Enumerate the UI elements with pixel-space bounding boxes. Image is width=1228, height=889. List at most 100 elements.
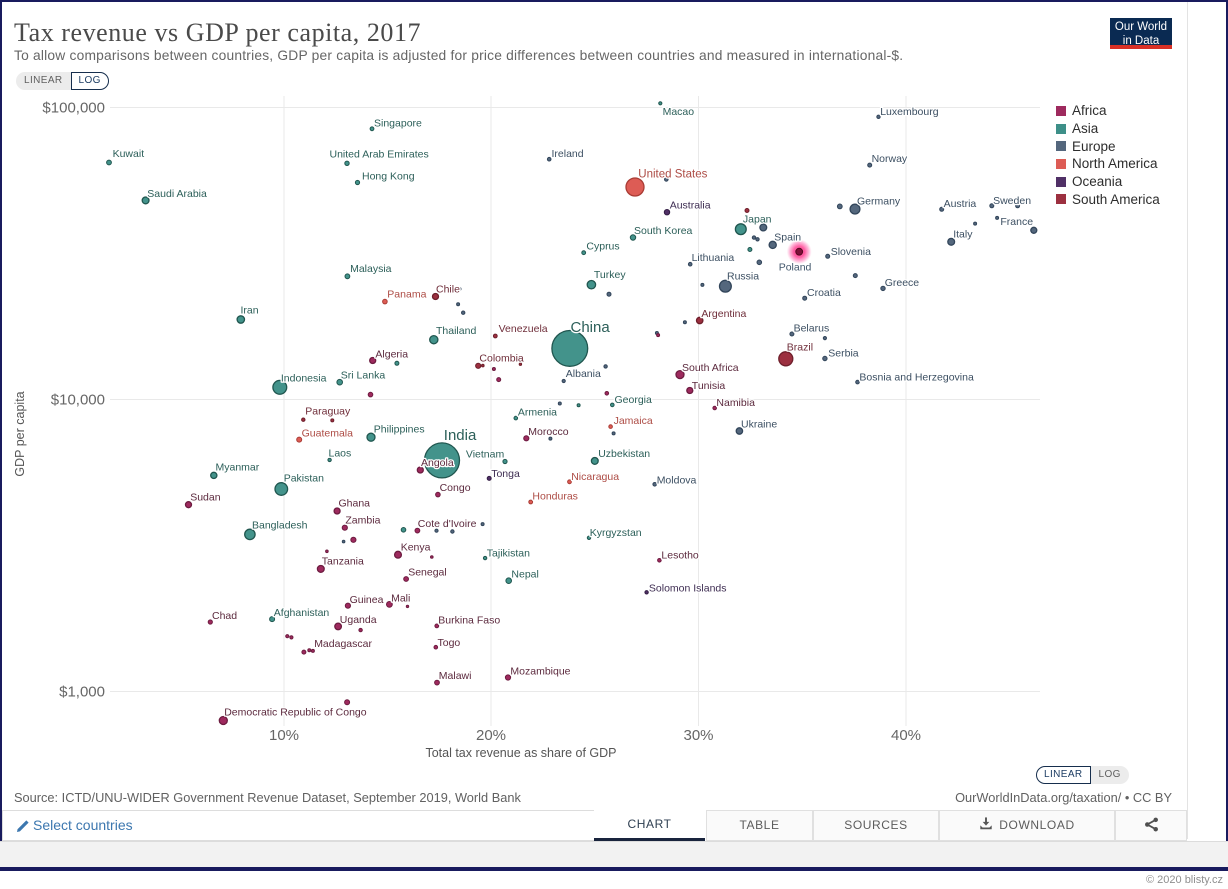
svg-text:South Korea: South Korea [634, 225, 693, 237]
svg-text:Germany: Germany [857, 195, 901, 207]
svg-text:Serbia: Serbia [828, 348, 859, 360]
svg-text:Paraguay: Paraguay [305, 405, 351, 417]
svg-text:Venezuela: Venezuela [499, 323, 548, 335]
svg-text:Honduras: Honduras [532, 491, 578, 503]
svg-text:Burkina Faso: Burkina Faso [438, 614, 500, 626]
svg-text:Slovenia: Slovenia [831, 246, 871, 258]
svg-text:Sri Lanka: Sri Lanka [341, 369, 386, 381]
svg-text:GDP per capita: GDP per capita [13, 391, 27, 476]
svg-text:Congo: Congo [440, 482, 471, 494]
svg-text:Croatia: Croatia [807, 287, 841, 299]
svg-text:40%: 40% [891, 727, 921, 744]
svg-text:Saudi Arabia: Saudi Arabia [147, 188, 207, 200]
svg-text:Spain: Spain [774, 232, 801, 244]
svg-text:Mali: Mali [391, 592, 410, 604]
svg-text:South Africa: South Africa [682, 362, 739, 374]
svg-text:20%: 20% [476, 727, 506, 744]
svg-text:Morocco: Morocco [528, 426, 568, 438]
svg-text:Poland: Poland [779, 261, 812, 273]
svg-text:Cote d'Ivoire: Cote d'Ivoire [418, 518, 477, 530]
svg-text:$10,000: $10,000 [51, 392, 105, 409]
svg-text:$100,000: $100,000 [42, 100, 105, 117]
svg-text:Pakistan: Pakistan [284, 473, 324, 485]
svg-text:Kenya: Kenya [401, 542, 431, 554]
svg-text:Nepal: Nepal [511, 569, 538, 581]
svg-text:Russia: Russia [727, 270, 759, 282]
svg-text:Togo: Togo [438, 637, 461, 649]
svg-text:Iran: Iran [241, 305, 259, 317]
svg-text:India: India [444, 427, 477, 444]
svg-text:Armenia: Armenia [518, 406, 557, 418]
svg-text:Democratic Republic of Congo: Democratic Republic of Congo [224, 707, 367, 719]
svg-text:Belarus: Belarus [794, 323, 830, 335]
svg-text:Vietnam: Vietnam [466, 449, 505, 461]
svg-text:Ireland: Ireland [552, 148, 584, 160]
svg-text:Angola: Angola [421, 457, 454, 469]
svg-text:Sudan: Sudan [190, 492, 221, 504]
svg-text:Total tax revenue as share of: Total tax revenue as share of GDP [425, 746, 616, 760]
svg-text:Tajikistan: Tajikistan [487, 548, 530, 560]
svg-text:Chad: Chad [212, 610, 237, 622]
svg-text:France: France [1000, 216, 1033, 228]
svg-text:Guinea: Guinea [350, 594, 384, 606]
svg-text:$1,000: $1,000 [59, 684, 105, 701]
svg-text:Panama: Panama [387, 288, 426, 300]
svg-text:China: China [571, 319, 611, 336]
svg-text:Australia: Australia [670, 200, 711, 212]
svg-text:Madagascar: Madagascar [314, 638, 372, 650]
svg-text:United Arab Emirates: United Arab Emirates [330, 149, 429, 161]
svg-text:United States: United States [638, 168, 707, 180]
svg-text:Bosnia and Herzegovina: Bosnia and Herzegovina [859, 371, 974, 383]
svg-text:Argentina: Argentina [701, 308, 746, 320]
svg-text:10%: 10% [269, 727, 299, 744]
svg-text:Italy: Italy [953, 228, 973, 240]
svg-text:Uganda: Uganda [340, 614, 377, 626]
svg-text:Bangladesh: Bangladesh [252, 520, 308, 532]
svg-text:Cyprus: Cyprus [586, 241, 619, 253]
svg-text:Chile: Chile [436, 284, 460, 296]
svg-text:Mozambique: Mozambique [510, 665, 570, 677]
svg-text:Greece: Greece [885, 277, 920, 289]
svg-text:Namibia: Namibia [716, 397, 755, 409]
svg-text:Norway: Norway [872, 153, 908, 165]
svg-text:Turkey: Turkey [594, 269, 626, 281]
svg-text:Tanzania: Tanzania [322, 556, 364, 568]
svg-text:Laos: Laos [329, 447, 352, 459]
svg-text:Malaysia: Malaysia [350, 263, 392, 275]
svg-text:Algeria: Algeria [375, 349, 408, 361]
svg-text:Colombia: Colombia [479, 353, 524, 365]
svg-text:Jamaica: Jamaica [614, 415, 653, 427]
svg-text:Singapore: Singapore [374, 117, 422, 129]
svg-text:Japan: Japan [743, 214, 772, 226]
svg-text:Sweden: Sweden [993, 195, 1031, 207]
svg-text:Austria: Austria [944, 198, 977, 210]
svg-text:Georgia: Georgia [615, 394, 653, 406]
svg-text:Hong Kong: Hong Kong [362, 171, 415, 183]
svg-text:Moldova: Moldova [657, 474, 697, 486]
svg-text:Afghanistan: Afghanistan [274, 607, 330, 619]
svg-text:Myanmar: Myanmar [216, 461, 260, 473]
svg-text:Kuwait: Kuwait [113, 148, 145, 160]
svg-text:Lesotho: Lesotho [661, 550, 699, 562]
svg-text:Ghana: Ghana [339, 498, 371, 510]
svg-text:Guatemala: Guatemala [302, 427, 354, 439]
svg-text:Thailand: Thailand [436, 325, 476, 337]
svg-text:Albania: Albania [566, 368, 601, 380]
svg-text:Kyrgyzstan: Kyrgyzstan [590, 527, 642, 539]
svg-text:Brazil: Brazil [787, 342, 813, 354]
svg-text:Luxembourg: Luxembourg [880, 106, 939, 118]
svg-text:Solomon Islands: Solomon Islands [649, 583, 727, 595]
svg-text:Philippines: Philippines [374, 424, 425, 436]
svg-text:Indonesia: Indonesia [281, 372, 327, 384]
svg-text:Uzbekistan: Uzbekistan [598, 448, 650, 460]
svg-text:Ukraine: Ukraine [741, 419, 777, 431]
svg-text:Nicaragua: Nicaragua [571, 471, 619, 483]
svg-text:Lithuania: Lithuania [692, 252, 735, 264]
svg-text:Tunisia: Tunisia [692, 380, 726, 392]
svg-text:30%: 30% [683, 727, 713, 744]
svg-text:Senegal: Senegal [408, 567, 447, 579]
svg-text:Malawi: Malawi [439, 670, 472, 682]
svg-text:Zambia: Zambia [345, 515, 380, 527]
svg-text:Tonga: Tonga [491, 468, 520, 480]
svg-text:Macao: Macao [663, 106, 695, 118]
